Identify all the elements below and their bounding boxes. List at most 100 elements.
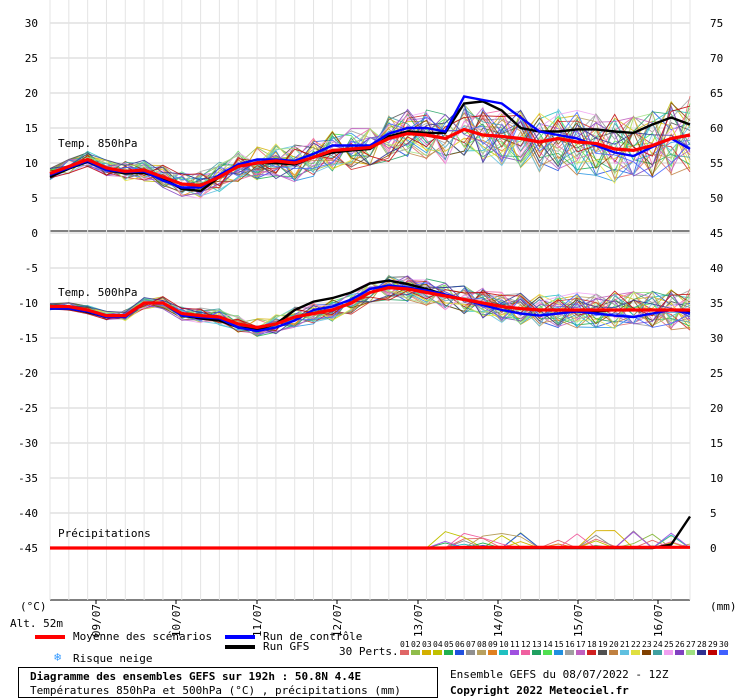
right-tick-label: 40 [710, 262, 723, 275]
pert-color-swatch [675, 650, 684, 655]
right-tick-label: 10 [710, 472, 723, 485]
right-tick-label: 0 [710, 542, 717, 555]
right-tick-label: 75 [710, 17, 723, 30]
pert-number: 13 [532, 640, 542, 649]
pert-color-swatch [708, 650, 717, 655]
pert-number: 04 [433, 640, 443, 649]
legend-gfs-label: Run GFS [263, 640, 310, 653]
pert-number: 25 [664, 640, 674, 649]
pert-color-swatch [554, 650, 563, 655]
date-label: 15/07 [572, 604, 585, 637]
right-tick-label: 50 [710, 192, 723, 205]
pert-color-swatch [532, 650, 541, 655]
t850-control-line [49, 95, 691, 189]
pert-color-swatch [433, 650, 442, 655]
right-tick-label: 15 [710, 437, 723, 450]
pert-color-swatch [664, 650, 673, 655]
pert-number: 06 [455, 640, 465, 649]
pert-color-swatch [609, 650, 618, 655]
pert-color-swatch [521, 650, 530, 655]
pert-color-swatch [598, 650, 607, 655]
right-tick-label: 25 [710, 367, 723, 380]
pert-number: 14 [543, 640, 553, 649]
pert-number: 23 [642, 640, 652, 649]
pert-color-swatch [620, 650, 629, 655]
pert-number: 05 [444, 640, 454, 649]
date-label: 10/07 [170, 604, 183, 637]
pert-color-swatch [686, 650, 695, 655]
left-tick-label: -5 [25, 262, 38, 275]
pert-color-swatch [422, 650, 431, 655]
pert-number: 21 [620, 640, 630, 649]
legend-mean-label: Moyenne des scénarios [73, 630, 213, 643]
footer-subtitle: Températures 850hPa et 500hPa (°C) , pré… [30, 684, 401, 697]
left-tick-label: -45 [18, 542, 38, 555]
pert-color-swatch [455, 650, 464, 655]
footer-run: Ensemble GEFS du 08/07/2022 - 12Z [450, 668, 669, 681]
pert-number: 11 [510, 640, 520, 649]
pert-number: 29 [708, 640, 718, 649]
right-tick-label: 65 [710, 87, 723, 100]
left-tick-label: -10 [18, 297, 38, 310]
left-tick-label: -40 [18, 507, 38, 520]
pert-number: 28 [697, 640, 707, 649]
pert-color-swatch [477, 650, 486, 655]
legend-gfs-swatch [225, 645, 255, 649]
left-tick-label: 30 [25, 17, 38, 30]
pert-number: 12 [521, 640, 531, 649]
precip-mean-line [50, 545, 690, 550]
left-tick-label: 0 [31, 227, 38, 240]
t500-mean-line [50, 285, 690, 330]
pert-color-swatch [587, 650, 596, 655]
left-tick-label: -25 [18, 402, 38, 415]
right-tick-label: 60 [710, 122, 723, 135]
legend-snow-label: Risque neige [73, 652, 153, 665]
pert-number: 16 [565, 640, 575, 649]
right-unit-label: (mm) [710, 600, 737, 613]
right-tick-label: 5 [710, 507, 717, 520]
panel-label-850hPa: Temp. 850hPa [58, 137, 137, 150]
date-label: 11/07 [251, 604, 264, 637]
pert-color-swatch [466, 650, 475, 655]
left-tick-label: -15 [18, 332, 38, 345]
date-label: 12/07 [331, 604, 344, 637]
pert-number: 22 [631, 640, 641, 649]
pert-color-swatch [653, 650, 662, 655]
right-tick-label: 70 [710, 52, 723, 65]
pert-color-swatch [488, 650, 497, 655]
left-tick-label: 10 [25, 157, 38, 170]
left-tick-label: -35 [18, 472, 38, 485]
pert-number: 10 [499, 640, 509, 649]
pert-color-swatch [697, 650, 706, 655]
pert-number: 09 [488, 640, 498, 649]
left-tick-label: -30 [18, 437, 38, 450]
left-tick-label: -20 [18, 367, 38, 380]
pert-number: 18 [587, 640, 597, 649]
pert-color-swatch [510, 650, 519, 655]
pert-color-swatch [565, 650, 574, 655]
t850-member-line [49, 105, 691, 197]
panel-label-precip: Précipitations [58, 527, 151, 540]
date-label: 09/07 [90, 604, 103, 637]
pert-number: 15 [554, 640, 564, 649]
pert-number: 03 [422, 640, 432, 649]
snow-icon: ❄ [54, 650, 62, 664]
left-tick-label: 5 [31, 192, 38, 205]
footer-copyright: Copyright 2022 Meteociel.fr [450, 684, 629, 697]
left-tick-label: 25 [25, 52, 38, 65]
legend-perts-label: 30 Perts. [339, 645, 399, 658]
pert-color-swatch [400, 650, 409, 655]
right-tick-label: 45 [710, 227, 723, 240]
altitude-label: Alt. 52m [10, 617, 63, 630]
left-tick-label: 15 [25, 122, 38, 135]
right-tick-label: 55 [710, 157, 723, 170]
pert-number: 30 [719, 640, 729, 649]
pert-number: 26 [675, 640, 685, 649]
date-label: 16/07 [652, 604, 665, 637]
pert-number: 02 [411, 640, 421, 649]
pert-number: 17 [576, 640, 586, 649]
pert-number: 01 [400, 640, 410, 649]
pert-number: 27 [686, 640, 696, 649]
t500-member-line [49, 289, 691, 331]
pert-color-swatch [642, 650, 651, 655]
